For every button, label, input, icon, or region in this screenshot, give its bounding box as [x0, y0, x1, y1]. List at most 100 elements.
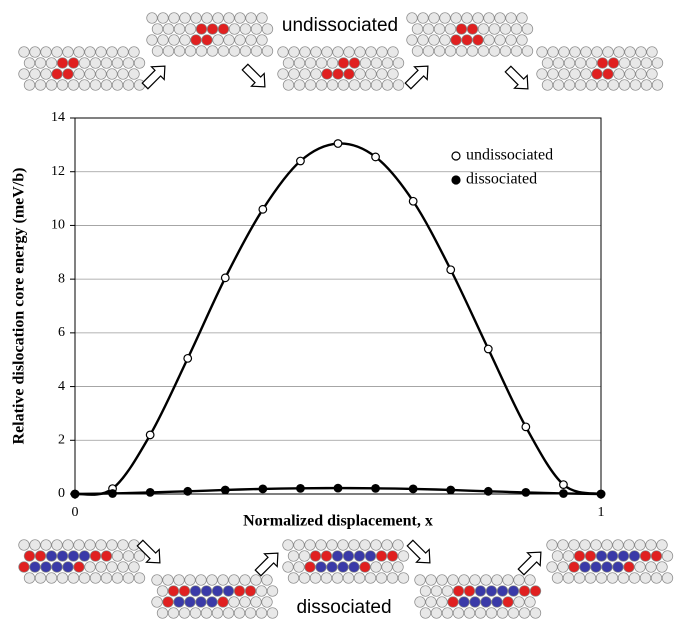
atom: [157, 12, 169, 24]
atom: [452, 607, 465, 619]
atom: [425, 596, 437, 608]
data-point: [220, 273, 230, 283]
arrow: [504, 65, 529, 90]
atom: [524, 596, 536, 608]
atom: [375, 572, 388, 584]
atom: [469, 596, 481, 608]
atom: [266, 585, 279, 597]
atom: [602, 68, 614, 80]
atom: [558, 68, 570, 80]
atom: [282, 561, 294, 573]
atom: [67, 79, 80, 91]
atom: [29, 561, 41, 573]
atom: [293, 57, 306, 69]
top-annotation: undissociated: [282, 15, 398, 36]
atom: [430, 607, 443, 619]
atom: [370, 57, 383, 69]
atom: [353, 572, 366, 584]
atom-panel: [146, 12, 274, 57]
atom: [458, 574, 470, 586]
atom: [45, 79, 58, 91]
atom: [463, 585, 476, 597]
atom: [628, 572, 641, 584]
atom: [546, 561, 558, 573]
atom: [505, 34, 517, 46]
atom: [623, 561, 635, 573]
atom: [151, 596, 163, 608]
atom: [206, 596, 218, 608]
arrow: [404, 65, 429, 90]
atom: [173, 23, 186, 35]
atom: [299, 46, 311, 58]
atom: [392, 561, 404, 573]
atom: [612, 561, 624, 573]
atom: [661, 550, 674, 562]
atom: [381, 79, 394, 91]
atom: [387, 46, 399, 58]
atom: [606, 572, 619, 584]
atom: [499, 45, 512, 57]
atom: [217, 45, 230, 57]
data-point: [408, 484, 418, 494]
atom: [173, 574, 185, 586]
atom: [184, 45, 197, 57]
atom: [277, 68, 289, 80]
y-tick-label: 0: [58, 486, 65, 501]
atom: [111, 57, 124, 69]
atom: [34, 550, 47, 562]
atom: [510, 45, 523, 57]
atom: [23, 57, 36, 69]
legend-marker: [451, 151, 461, 161]
atom: [190, 12, 202, 24]
atom: [337, 57, 350, 69]
atom: [84, 539, 96, 551]
plot-frame: [74, 117, 602, 495]
atom: [650, 550, 663, 562]
atom: [156, 607, 169, 619]
atom: [287, 572, 300, 584]
atom-panel: [18, 46, 146, 91]
atom: [617, 572, 630, 584]
atom: [29, 46, 41, 58]
data-point: [521, 487, 531, 497]
atom: [321, 46, 333, 58]
atom: [234, 12, 246, 24]
atom: [601, 539, 613, 551]
atom: [111, 572, 124, 584]
atom: [51, 561, 63, 573]
atom: [189, 607, 202, 619]
atom: [51, 46, 63, 58]
atom: [156, 585, 169, 597]
atom: [117, 46, 129, 58]
atom: [376, 46, 388, 58]
atom: [607, 57, 620, 69]
atom: [62, 46, 74, 58]
data-point: [296, 483, 305, 493]
atom: [234, 34, 246, 46]
atom: [201, 12, 213, 24]
atom: [568, 561, 580, 573]
atom: [100, 57, 113, 69]
atom: [447, 574, 459, 586]
atom: [78, 572, 91, 584]
atom: [266, 607, 279, 619]
atom: [167, 585, 180, 597]
atom: [505, 12, 517, 24]
atom: [494, 12, 506, 24]
atom: [485, 585, 498, 597]
atom: [56, 79, 69, 91]
atom: [386, 550, 399, 562]
atom: [250, 45, 263, 57]
atom: [569, 46, 581, 58]
arrow: [141, 65, 166, 90]
atom: [477, 23, 490, 35]
atom: [406, 12, 418, 24]
atom: [299, 68, 311, 80]
atom: [293, 539, 305, 551]
atom: [293, 79, 306, 91]
atom: [151, 574, 163, 586]
atom: [645, 539, 657, 551]
atom: [546, 539, 558, 551]
atom: [228, 574, 240, 586]
atom: [106, 539, 118, 551]
